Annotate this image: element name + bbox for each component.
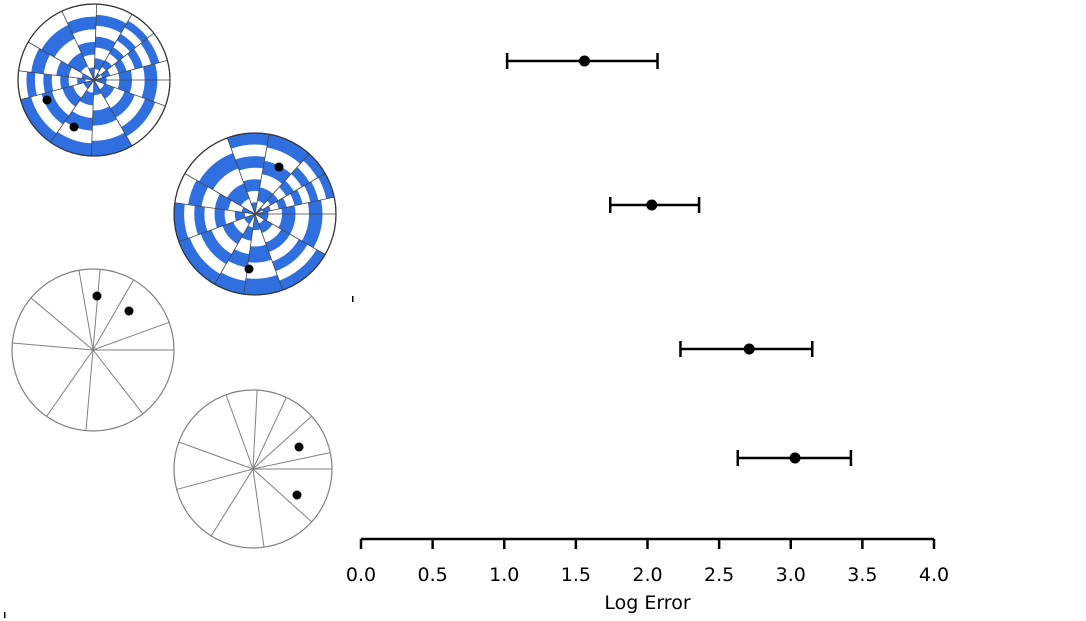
glyph-dot xyxy=(244,264,254,274)
x-axis-title: Log Error xyxy=(604,592,690,614)
error-bar-row xyxy=(505,53,659,69)
x-tick-label: 3.0 xyxy=(776,564,806,586)
glyph-dot xyxy=(274,162,284,172)
plain-polar-glyph xyxy=(11,268,175,432)
x-tick-label: 2.0 xyxy=(632,564,662,586)
glyph-dot xyxy=(92,291,102,301)
ringed-polar-glyph xyxy=(173,132,337,296)
glyph-dot xyxy=(294,442,304,452)
glyph-dot xyxy=(42,95,52,105)
glyph-dot xyxy=(69,122,79,132)
plain-polar-glyph xyxy=(173,389,333,549)
error-bar-row xyxy=(679,341,814,357)
error-bar-marks xyxy=(505,53,853,466)
glyph-dot xyxy=(124,306,134,316)
error-bar-row xyxy=(609,197,701,213)
x-tick-label: 1.0 xyxy=(489,564,519,586)
ringed-polar-glyph xyxy=(17,3,171,157)
x-axis: 0.0 0.5 1.0 1.5 2.0 2.5 3.0 3.5 4.0 xyxy=(346,537,949,586)
x-tick-label: 0.0 xyxy=(346,564,376,586)
error-bar-row xyxy=(736,450,853,466)
glyph-dot xyxy=(292,490,302,500)
mean-point xyxy=(789,452,801,464)
x-tick-label: 3.5 xyxy=(847,564,877,586)
x-tick-label: 1.5 xyxy=(561,564,591,586)
mean-point xyxy=(743,343,755,355)
glyph-column xyxy=(11,3,337,549)
x-tick-label: 0.5 xyxy=(418,564,448,586)
mean-point xyxy=(646,199,658,211)
mean-point xyxy=(578,55,590,67)
x-tick-label: 2.5 xyxy=(704,564,734,586)
stray-mark xyxy=(4,612,6,618)
stray-mark xyxy=(352,296,354,302)
x-tick-label: 4.0 xyxy=(919,564,949,586)
